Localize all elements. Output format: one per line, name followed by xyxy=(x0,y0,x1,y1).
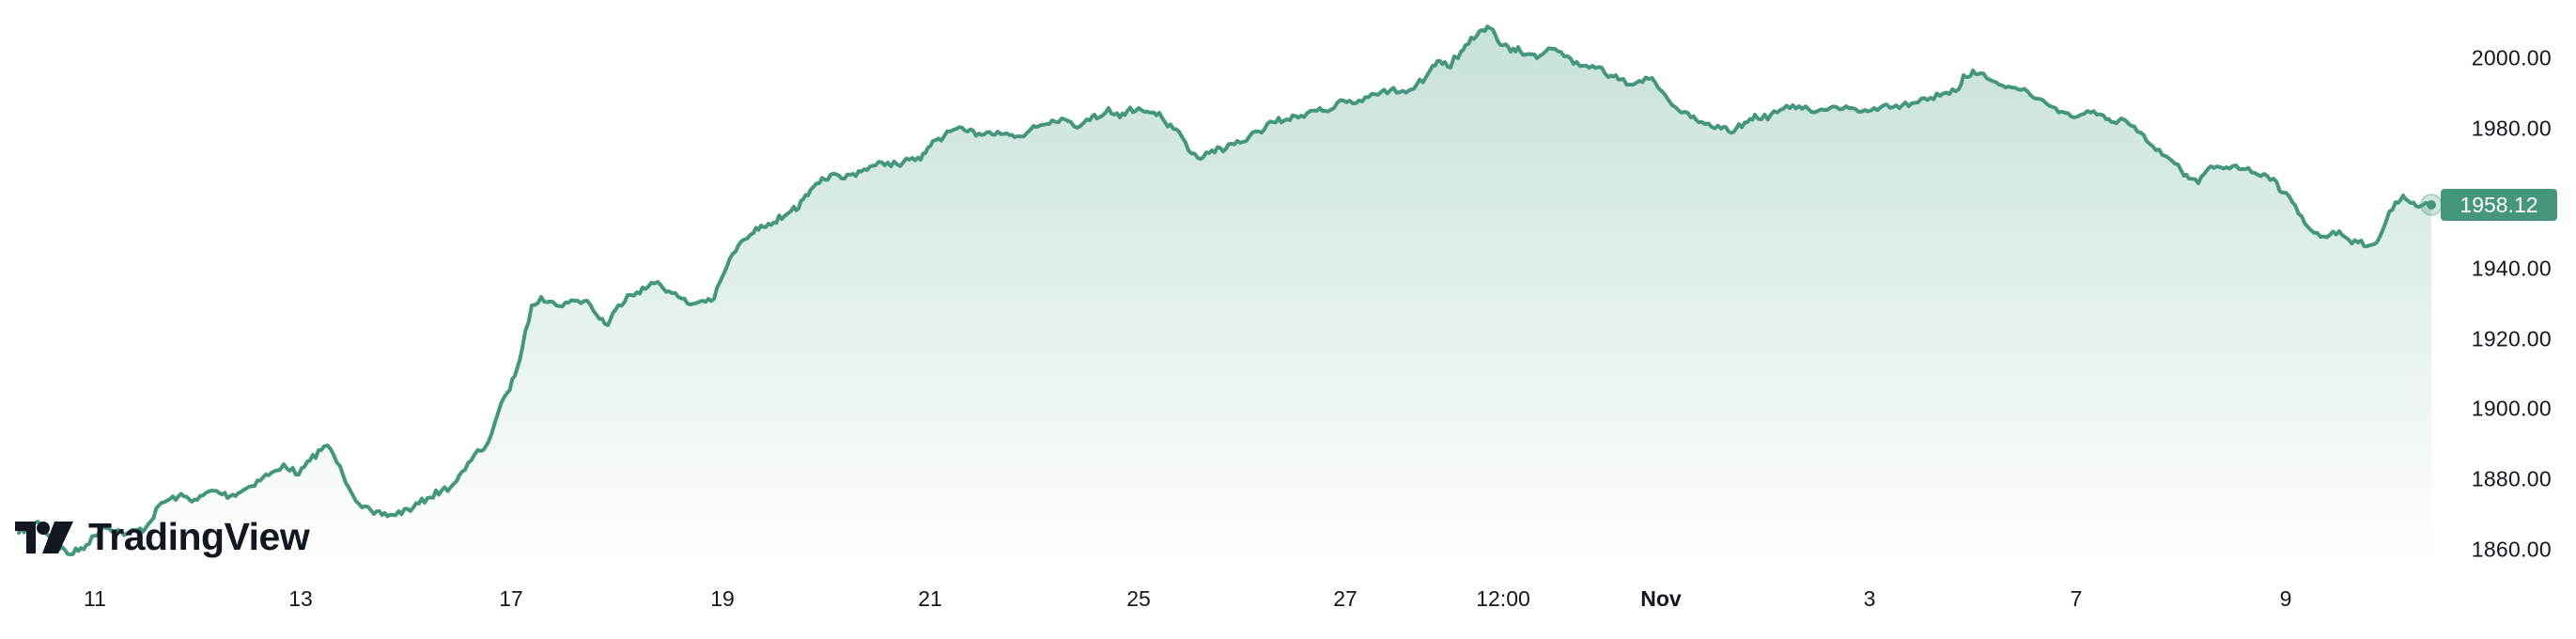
price-axis-tick: 1860.00 xyxy=(2471,537,2552,562)
time-axis-tick: 3 xyxy=(1863,586,1876,611)
last-price-label: 1958.12 xyxy=(2441,189,2557,221)
tradingview-wordmark: TradingView xyxy=(88,515,310,558)
time-axis-tick: 25 xyxy=(1126,586,1151,611)
time-axis-tick: 21 xyxy=(918,586,942,611)
time-axis-tick: 9 xyxy=(2279,586,2292,611)
time-axis-tick: 12:00 xyxy=(1476,586,1530,611)
tradingview-logo-icon xyxy=(15,521,73,553)
price-axis-tick: 1940.00 xyxy=(2471,256,2552,281)
time-axis-tick: 19 xyxy=(710,586,735,611)
price-axis-tick: 1920.00 xyxy=(2471,326,2552,351)
time-axis-tick: 7 xyxy=(2070,586,2083,611)
price-axis-tick: 2000.00 xyxy=(2471,45,2552,70)
time-axis-tick: 13 xyxy=(288,586,313,611)
price-axis-tick: 1880.00 xyxy=(2471,466,2552,491)
price-axis-tick: 1980.00 xyxy=(2471,116,2552,141)
time-axis-tick: 11 xyxy=(84,586,106,611)
tradingview-logo[interactable]: TradingView xyxy=(15,515,310,559)
time-axis-tick: 27 xyxy=(1333,586,1358,611)
price-axis-tick: 1900.00 xyxy=(2471,396,2552,421)
price-area-fill xyxy=(19,26,2431,564)
time-axis-tick: 17 xyxy=(499,586,523,611)
price-line xyxy=(17,24,2433,556)
time-axis-tick: Nov xyxy=(1640,586,1682,611)
last-price-marker xyxy=(2427,200,2436,210)
last-price-value: 1958.12 xyxy=(2460,192,2538,217)
